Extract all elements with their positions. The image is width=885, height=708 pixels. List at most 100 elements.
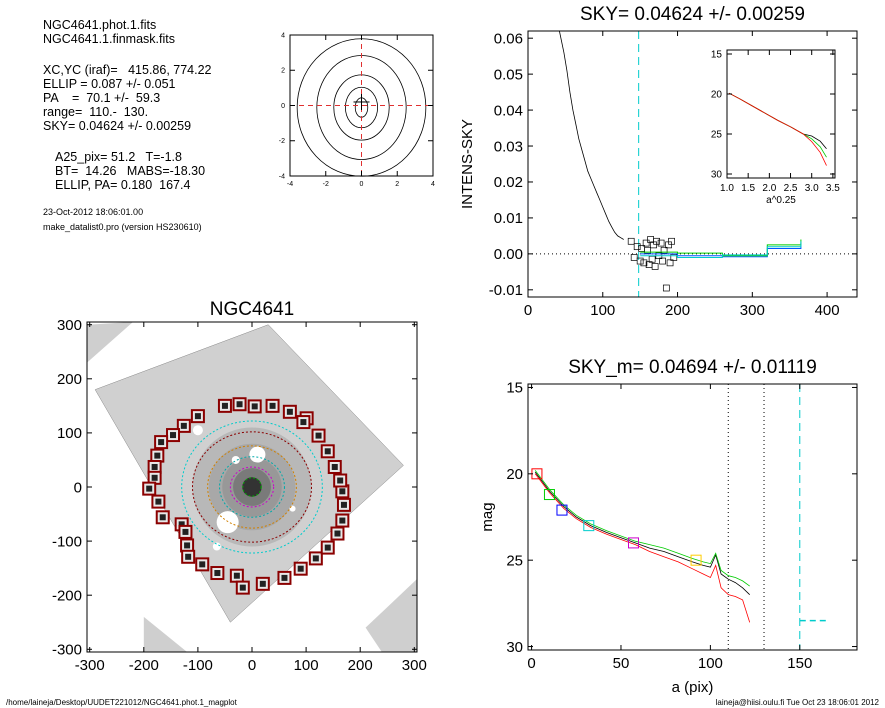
- inset-ytick-label: 15: [711, 50, 723, 61]
- galaxy-image-xtick-label: -300: [75, 657, 105, 674]
- mag-xtick-label: 100: [698, 655, 723, 672]
- masked-source-core: [194, 413, 201, 420]
- info-file1: NGC4641.phot.1.fits: [43, 18, 157, 32]
- intens-sky-box: [630, 254, 638, 261]
- mag-marker: [690, 554, 702, 566]
- galaxy-image-xtick-label: -200: [129, 657, 159, 674]
- inset-xtick-label: 1.5: [741, 183, 755, 194]
- masked-source-core: [324, 448, 331, 455]
- masked-source-core: [182, 528, 189, 535]
- intens-sky-box: [653, 237, 660, 245]
- mag-xtick-label: 150: [787, 655, 812, 672]
- intens-ytick-label: 0.05: [494, 66, 523, 83]
- inset-xtick-label: 3.5: [826, 183, 840, 194]
- galaxy-image-xtick-label: 0: [248, 657, 256, 674]
- intens-sky-box: [660, 246, 668, 254]
- mag-marker: [543, 489, 555, 501]
- masked-source-core: [337, 477, 344, 484]
- masked-source-core: [146, 485, 153, 492]
- masked-source-core: [180, 422, 187, 429]
- intens-ylabel: INTENS-SKY: [459, 119, 476, 209]
- contour-xtick-label: 0: [360, 181, 364, 188]
- galaxy-image-ytick-label: -200: [52, 587, 82, 604]
- masked-source-core: [315, 432, 322, 439]
- contour-ytick-label: 2: [281, 68, 285, 75]
- inset-frame: [726, 49, 836, 179]
- masked-source-core: [159, 514, 166, 521]
- galaxy-image-xtick-label: 100: [294, 657, 319, 674]
- masked-source-core: [184, 542, 191, 549]
- inset-xtick-label: 1.0: [720, 183, 734, 194]
- masked-source-core: [259, 580, 266, 587]
- inset-ytick-label: 25: [711, 130, 723, 141]
- intens-sky-box: [636, 257, 644, 265]
- intens-ytick-label: 0.01: [494, 210, 523, 227]
- masked-source-core: [151, 474, 158, 481]
- info-program: make_datalist0.pro (version HS230610): [43, 222, 202, 232]
- mag-title: SKY_m= 0.04694 +/- 0.01119: [568, 357, 817, 378]
- info-date: 23-Oct-2012 18:06:01.00: [43, 207, 144, 217]
- isophote-ellipse: [219, 456, 285, 518]
- contour-xtick-label: 2: [395, 181, 399, 188]
- masked-star: [216, 511, 239, 534]
- intens-ytick-label: -0.01: [489, 282, 523, 299]
- footer-user-date: laineja@hiisi.oulu.fi Tue Oct 23 18:06:0…: [715, 698, 879, 707]
- intens-sky-box: [659, 257, 666, 265]
- galaxy-image-plot: NGC4641 -300 -200 -100 0 100 200 300 -300 -200 -10…: [52, 299, 427, 674]
- masked-source-core: [281, 574, 288, 581]
- intens-ytick-label: 0.06: [494, 30, 523, 47]
- inset-xtick-label: 2.5: [784, 183, 798, 194]
- mag-xtick-label: 0: [527, 655, 535, 672]
- masked-source-core: [178, 521, 185, 528]
- galaxy-image-title: NGC4641: [210, 299, 295, 320]
- intens-sky-box: [627, 237, 635, 245]
- info-xcyc: XC,YC (iraf)= 415.86, 774.22: [43, 63, 212, 77]
- masked-source-core: [239, 584, 246, 591]
- inset-profile-line: [728, 92, 827, 166]
- info-sky: SKY= 0.04624 +/- 0.00259: [43, 119, 192, 133]
- masked-star: [249, 446, 266, 463]
- contour-xtick-label: -4: [287, 181, 293, 188]
- mag-xtick-label: 50: [613, 655, 630, 672]
- intens-ytick-label: 0.04: [494, 102, 523, 119]
- isophote-ellipse: [242, 477, 262, 497]
- contour-ytick-label: 4: [281, 32, 285, 39]
- masked-source-core: [221, 402, 228, 409]
- masked-source-core: [185, 553, 192, 560]
- mag-ytick-label: 30: [506, 639, 523, 656]
- mag-profile-line: [534, 471, 750, 595]
- masked-source-core: [155, 498, 162, 505]
- intens-step-line: [640, 241, 802, 258]
- galaxy-image-ytick-label: 0: [74, 479, 82, 496]
- mag-profile-line: [534, 470, 750, 587]
- image-fragment: [87, 322, 133, 363]
- masked-star: [212, 542, 221, 551]
- masked-source-core: [334, 530, 341, 537]
- masked-source-core: [340, 501, 347, 508]
- masked-source-core: [214, 570, 221, 577]
- intens-sky-box: [670, 254, 678, 261]
- galaxy-image-ytick-label: -100: [52, 533, 82, 550]
- intens-sky-box: [657, 239, 665, 247]
- intens-sky-box: [651, 263, 659, 270]
- intens-sky-box: [648, 255, 656, 263]
- masked-source-core: [199, 561, 206, 568]
- mag-ytick-label: 20: [506, 466, 523, 483]
- galaxy-image-ytick-label: 200: [57, 371, 82, 388]
- intens-sky-box: [666, 259, 674, 267]
- masked-source-core: [251, 403, 258, 410]
- intens-sky-box: [644, 246, 651, 254]
- info-file2: NGC4641.1.finmask.fits: [43, 32, 175, 46]
- info-bt: BT= 14.26 MABS=-18.30: [55, 164, 206, 178]
- mag-marker: [583, 520, 595, 532]
- masked-source-core: [233, 572, 240, 579]
- isophote-ellipse: [191, 431, 313, 543]
- mag-marker: [627, 537, 639, 549]
- contour-plot: -4 -2 0 2 4 -4 -2 0 2 4: [279, 32, 435, 188]
- intens-ytick-label: 0.02: [494, 174, 523, 191]
- masked-source-core: [339, 517, 346, 524]
- info-ellip-pa: ELLIP, PA= 0.180 167.4: [55, 178, 191, 192]
- intens-title: SKY= 0.04624 +/- 0.00259: [580, 4, 805, 25]
- galaxy-image-ytick-label: 300: [57, 317, 82, 334]
